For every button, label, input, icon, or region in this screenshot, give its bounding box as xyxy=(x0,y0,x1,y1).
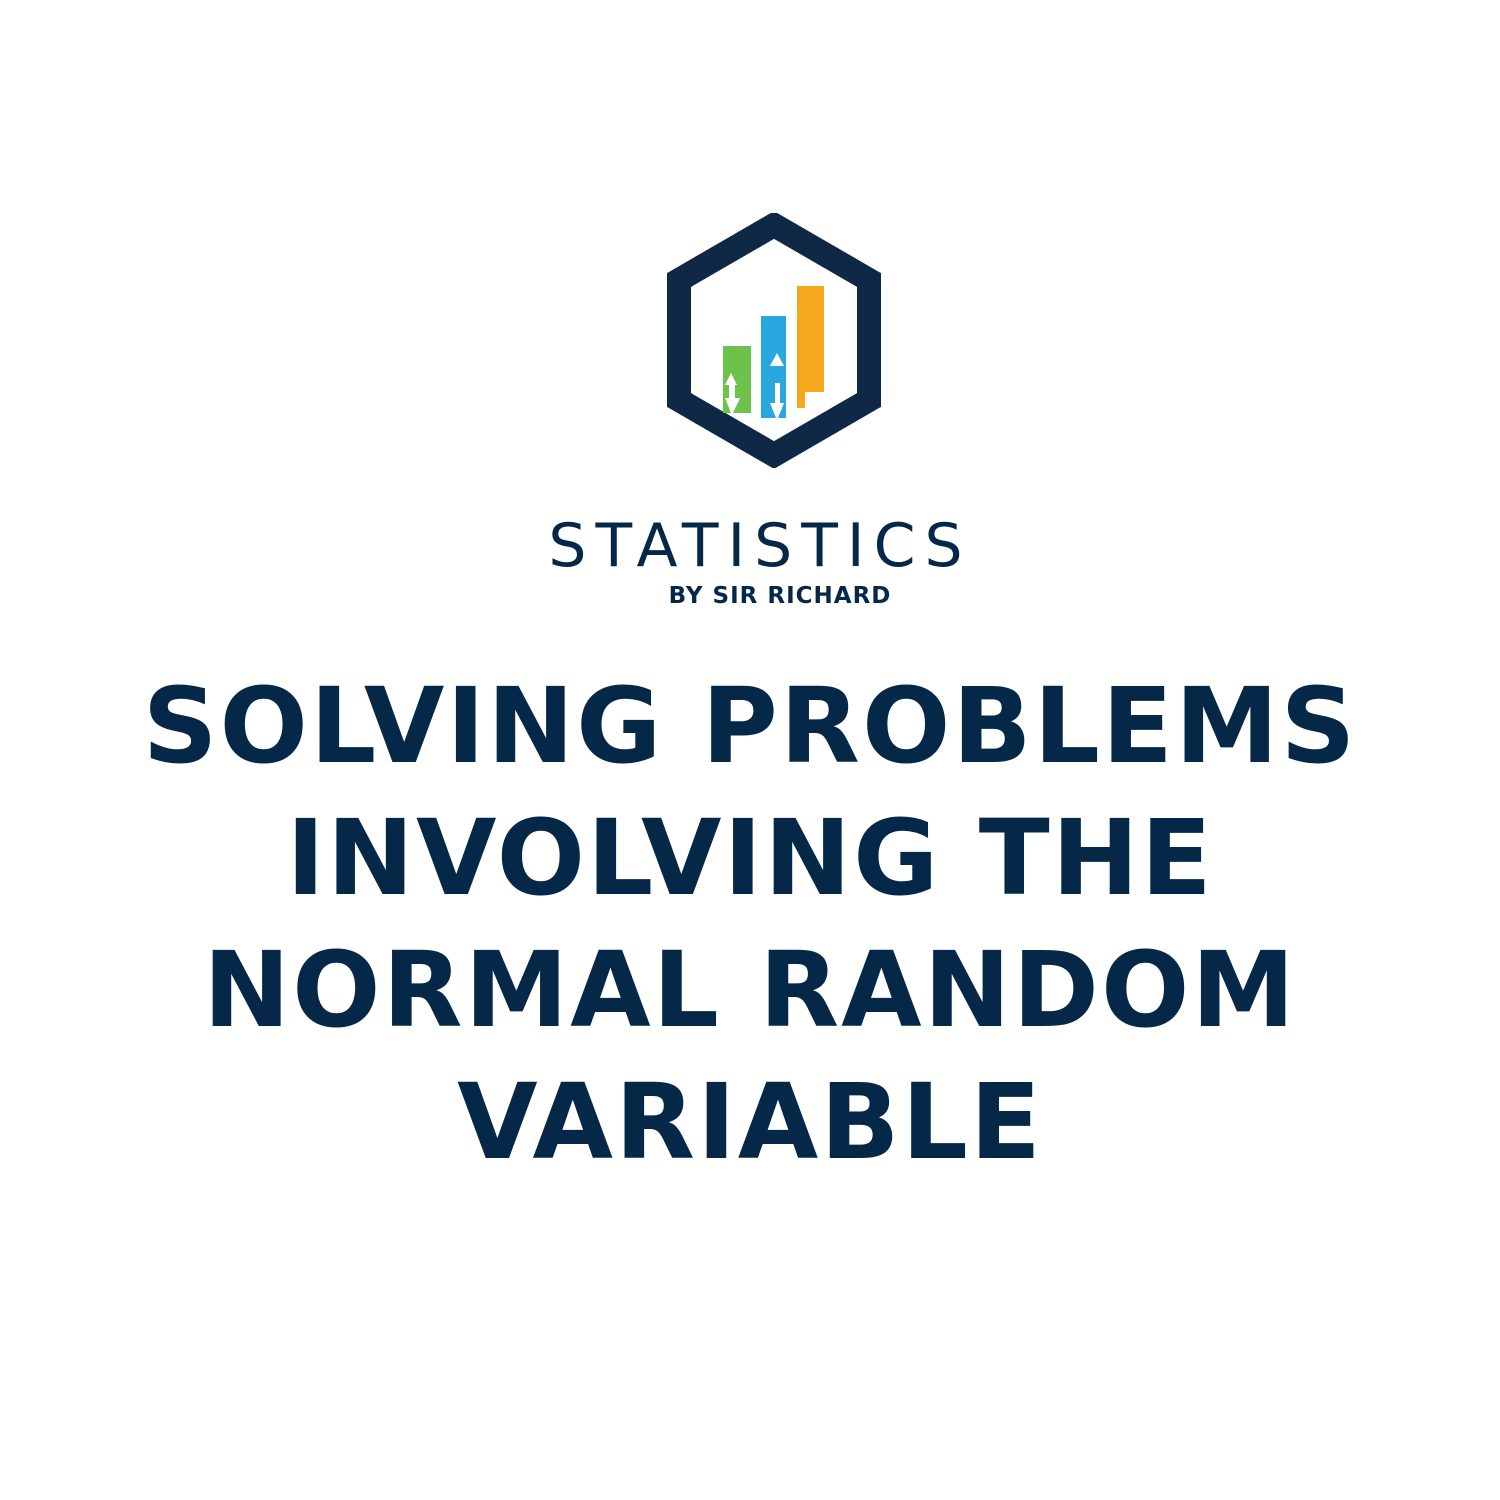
title-line: INVOLVING THE xyxy=(286,797,1214,919)
green-bar xyxy=(723,346,751,413)
title-line: VARIABLE xyxy=(457,1061,1043,1183)
arrow-up-icon xyxy=(770,353,784,366)
page-title: SOLVING PROBLEMS INVOLVING THE NORMAL RA… xyxy=(0,660,1500,1188)
arrow-up-icon xyxy=(725,373,737,385)
title-line: NORMAL RANDOM xyxy=(203,929,1297,1051)
hexagon-frame xyxy=(667,213,881,468)
title-line: SOLVING PROBLEMS xyxy=(142,665,1358,787)
brand-name: STATISTICS xyxy=(548,511,972,581)
statistics-logo-icon xyxy=(667,213,881,468)
brand-byline: BY SIR RICHARD xyxy=(668,583,892,609)
orange-bar xyxy=(797,286,824,408)
blue-bar xyxy=(761,316,786,418)
